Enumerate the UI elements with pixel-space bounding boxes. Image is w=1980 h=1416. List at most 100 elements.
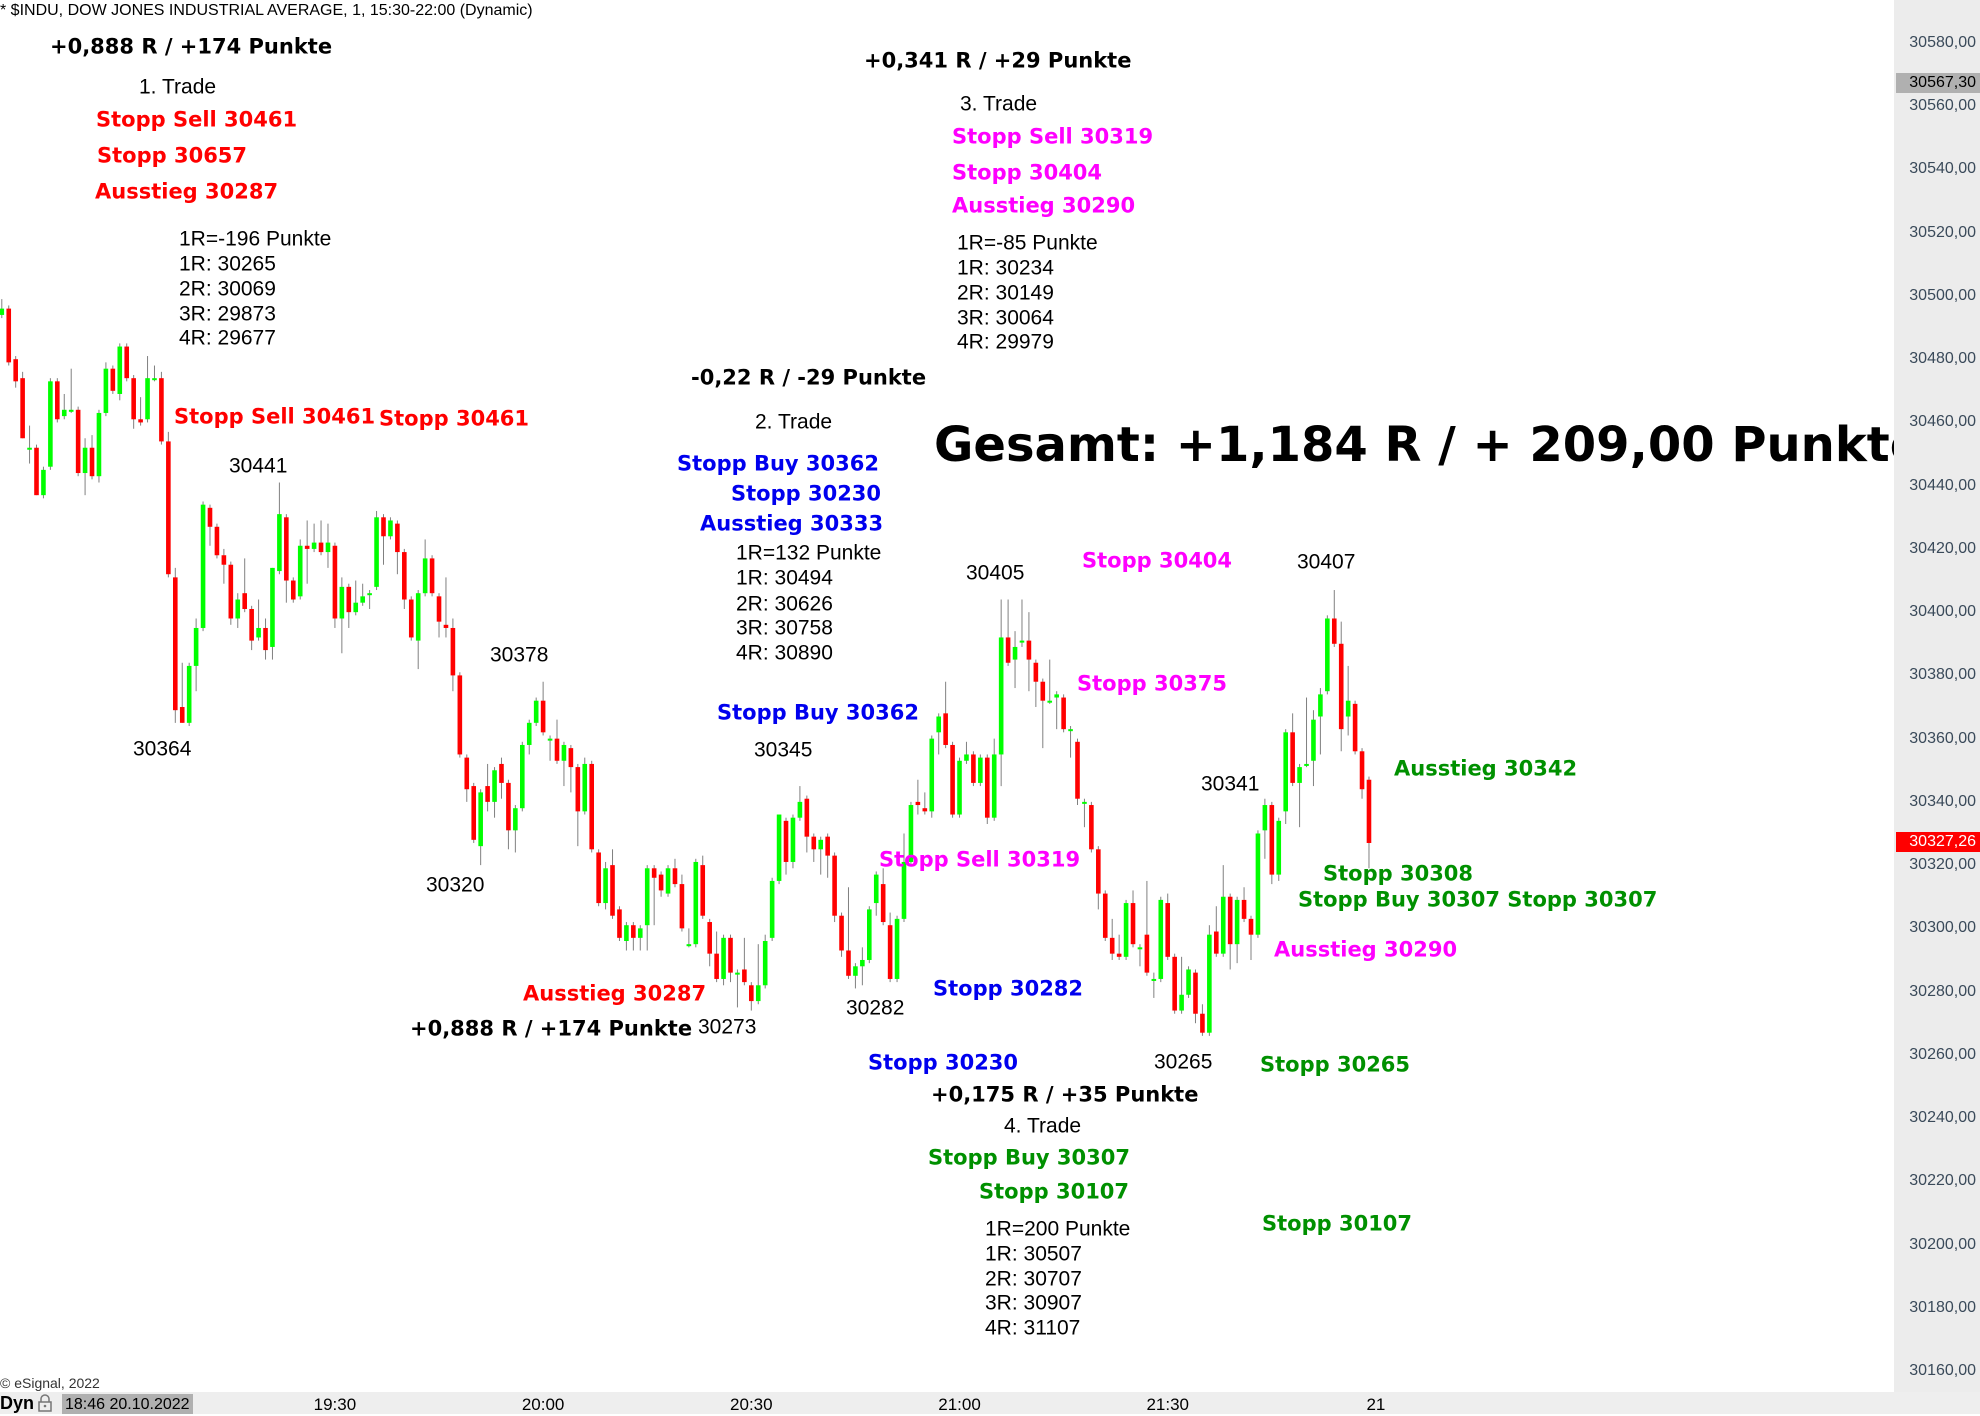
trade4-r-size: 1R=200 Punkte: [985, 1217, 1131, 1241]
candle: [1241, 887, 1247, 923]
candle: [1172, 953, 1177, 1014]
candle: [13, 356, 18, 388]
candle: [637, 925, 643, 951]
candle: [1200, 1004, 1205, 1036]
candle-body-down: [1248, 918, 1254, 935]
candle-body-up: [957, 760, 962, 815]
candle-body-down: [749, 985, 754, 1002]
candle: [1144, 880, 1150, 976]
candle-body-up: [513, 808, 518, 831]
candle-body-down: [1269, 805, 1275, 875]
time-tick-label: 21:30: [1146, 1395, 1189, 1414]
trade1-r3: 3R: 29873: [179, 302, 276, 326]
candle: [1220, 865, 1226, 957]
dynamic-mode-label[interactable]: Dyn: [0, 1393, 35, 1413]
candle: [825, 833, 830, 878]
price-tick-label: 30160,00: [1909, 1362, 1976, 1380]
candle: [957, 757, 962, 818]
trade2-r4: 4R: 30890: [736, 641, 833, 665]
candle: [783, 817, 789, 875]
candle-body-down: [436, 596, 442, 622]
time-axis[interactable]: 19:30 20:00 20:30 21:00 21:30 21: [0, 1392, 1980, 1414]
price-tick-label: 30420,00: [1909, 539, 1976, 557]
candle: [6, 305, 12, 366]
time-tick-label: 20:00: [521, 1395, 565, 1414]
price-tick-label: 30540,00: [1909, 160, 1976, 178]
candle: [971, 751, 976, 787]
candle-body-down: [395, 523, 400, 553]
candle: [610, 849, 615, 919]
candle-body-up: [1255, 833, 1261, 935]
candle: [1047, 659, 1053, 704]
candle-body-down: [131, 378, 136, 420]
candle: [1304, 697, 1309, 768]
candle-body-up: [0, 308, 5, 315]
candle-body-down: [471, 786, 477, 840]
candle-body-down: [610, 865, 615, 916]
candle: [922, 792, 928, 815]
candle-body-down: [290, 580, 296, 600]
price-label: 30265: [1154, 1050, 1213, 1074]
candle-body-down: [1116, 953, 1122, 957]
candle: [943, 681, 948, 749]
candle: [256, 599, 261, 641]
candle: [1269, 801, 1275, 885]
trade2-entry: Stopp Buy 30362: [677, 451, 879, 476]
candle-body-down: [429, 558, 435, 594]
candle-body-up: [818, 839, 824, 850]
candle-body-down: [214, 526, 220, 556]
candle-body-up: [256, 627, 261, 638]
candle: [1102, 890, 1108, 942]
candle-body-down: [679, 884, 685, 929]
candle: [936, 713, 941, 755]
candle: [964, 741, 969, 764]
candle-body-up: [1082, 801, 1087, 804]
candle: [464, 754, 470, 802]
candlestick-chart[interactable]: [0, 0, 1894, 1392]
candle-body-up: [367, 593, 372, 596]
candle-body-down: [1033, 662, 1039, 682]
candle-body-up: [1262, 805, 1268, 831]
price-axis[interactable]: 30580,00 30560,00 30540,00 30520,00 30500,00…: [1894, 0, 1980, 1392]
candle-body-up: [422, 558, 428, 594]
candle-body-down: [464, 757, 470, 790]
marker-stop-buy: Stopp Buy 30362: [717, 700, 919, 725]
candle-body-up: [1283, 732, 1288, 812]
candle-body-down: [658, 874, 664, 891]
candle-body-up: [1047, 700, 1053, 703]
candle-body-up: [978, 757, 983, 783]
candle-body-up: [193, 627, 199, 666]
candle-body-down: [263, 627, 268, 651]
candle-body-up: [936, 716, 941, 733]
trade1-result: +0,888 R / +174 Punkte: [50, 34, 333, 59]
candle: [173, 567, 178, 723]
candle-body-down: [1227, 896, 1233, 945]
candle: [249, 605, 254, 651]
chart-title: * $INDU, DOW JONES INDUSTRIAL AVERAGE, 1…: [0, 2, 533, 19]
candle: [679, 874, 685, 932]
candle-body-up: [547, 738, 553, 741]
candle: [1165, 893, 1171, 960]
candle: [20, 371, 25, 439]
candle-body-up: [686, 944, 692, 947]
candle-body-down: [714, 953, 719, 979]
lock-icon[interactable]: [38, 1394, 52, 1412]
candle: [846, 887, 851, 979]
candle: [1061, 694, 1066, 733]
candle: [1283, 729, 1288, 825]
candle-body-up: [693, 861, 699, 945]
marker-exit: Ausstieg 30342: [1394, 756, 1578, 781]
candle-body-down: [402, 552, 407, 600]
marker-stop: Stopp 30282: [933, 976, 1084, 1001]
candle-body-down: [1102, 893, 1108, 938]
marker-stop: Stopp 30107: [1262, 1211, 1413, 1236]
candle: [499, 757, 504, 799]
price-tick-label: 30380,00: [1909, 666, 1976, 684]
candle-body-up: [1207, 934, 1212, 1033]
candle: [755, 944, 761, 1005]
candle: [457, 672, 463, 758]
price-label: 30405: [966, 561, 1025, 585]
candle-body-down: [672, 868, 678, 885]
candle-body-up: [61, 409, 67, 417]
candle-body-down: [700, 865, 706, 916]
